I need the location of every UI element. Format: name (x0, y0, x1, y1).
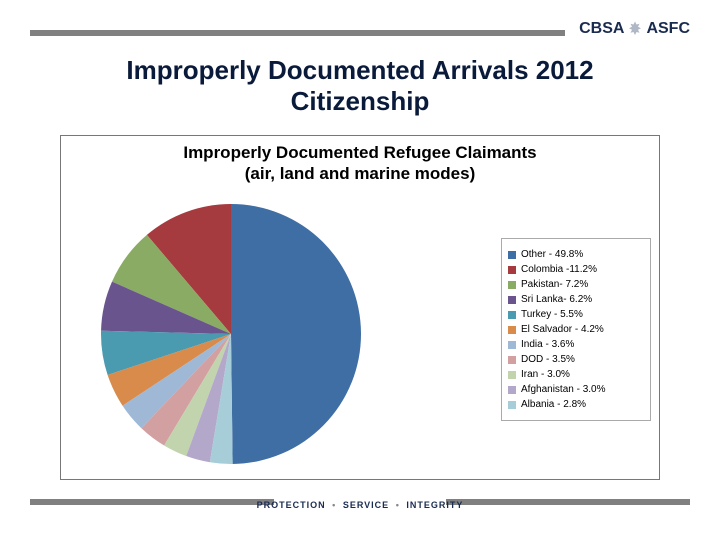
legend-label: Other - 49.8% (521, 249, 583, 260)
footer-word-3: INTEGRITY (406, 500, 463, 510)
legend-item: Colombia -11.2% (508, 264, 644, 275)
chart-legend: Other - 49.8% Colombia -11.2% Pakistan- 7.… (501, 238, 651, 421)
chart-title: Improperly Documented Refugee Claimants … (61, 142, 659, 185)
slide-title: Improperly Documented Arrivals 2012 Citi… (0, 55, 720, 117)
pie-slice (231, 204, 361, 464)
slide-title-line1: Improperly Documented Arrivals 2012 (0, 55, 720, 86)
slide-title-line2: Citizenship (0, 86, 720, 117)
footer-motto: PROTECTION • SERVICE • INTEGRITY (0, 500, 720, 510)
legend-label: Colombia -11.2% (521, 264, 597, 275)
legend-label: Iran - 3.0% (521, 369, 570, 380)
chart-container: Improperly Documented Refugee Claimants … (60, 135, 660, 480)
legend-label: Sri Lanka- 6.2% (521, 294, 592, 305)
legend-swatch (508, 311, 516, 319)
footer-word-2: SERVICE (343, 500, 389, 510)
legend-swatch (508, 296, 516, 304)
maple-leaf-icon (626, 20, 644, 38)
footer-dot: • (332, 500, 336, 510)
legend-label: Afghanistan - 3.0% (521, 384, 606, 395)
legend-label: Turkey - 5.5% (521, 309, 583, 320)
agency-logo: CBSA ASFC (579, 20, 690, 38)
chart-title-line2: (air, land and marine modes) (61, 163, 659, 184)
legend-swatch (508, 266, 516, 274)
legend-item: Afghanistan - 3.0% (508, 384, 644, 395)
legend-swatch (508, 251, 516, 259)
pie-chart (61, 194, 401, 474)
chart-body: Other - 49.8% Colombia -11.2% Pakistan- 7.… (61, 188, 659, 479)
legend-label: Albania - 2.8% (521, 399, 586, 410)
legend-item: Pakistan- 7.2% (508, 279, 644, 290)
legend-label: DOD - 3.5% (521, 354, 575, 365)
legend-item: El Salvador - 4.2% (508, 324, 644, 335)
footer-dot: • (396, 500, 400, 510)
legend-label: El Salvador - 4.2% (521, 324, 604, 335)
legend-item: Sri Lanka- 6.2% (508, 294, 644, 305)
legend-swatch (508, 356, 516, 364)
legend-swatch (508, 386, 516, 394)
legend-label: India - 3.6% (521, 339, 574, 350)
legend-swatch (508, 341, 516, 349)
legend-item: India - 3.6% (508, 339, 644, 350)
legend-swatch (508, 401, 516, 409)
legend-item: Iran - 3.0% (508, 369, 644, 380)
legend-swatch (508, 371, 516, 379)
legend-item: Turkey - 5.5% (508, 309, 644, 320)
legend-label: Pakistan- 7.2% (521, 279, 588, 290)
logo-text-left: CBSA (579, 20, 624, 38)
logo-text-right: ASFC (646, 20, 690, 38)
footer-word-1: PROTECTION (257, 500, 326, 510)
legend-swatch (508, 326, 516, 334)
legend-item: Albania - 2.8% (508, 399, 644, 410)
legend-swatch (508, 281, 516, 289)
legend-item: DOD - 3.5% (508, 354, 644, 365)
header-rule (30, 30, 565, 36)
legend-item: Other - 49.8% (508, 249, 644, 260)
chart-title-line1: Improperly Documented Refugee Claimants (61, 142, 659, 163)
